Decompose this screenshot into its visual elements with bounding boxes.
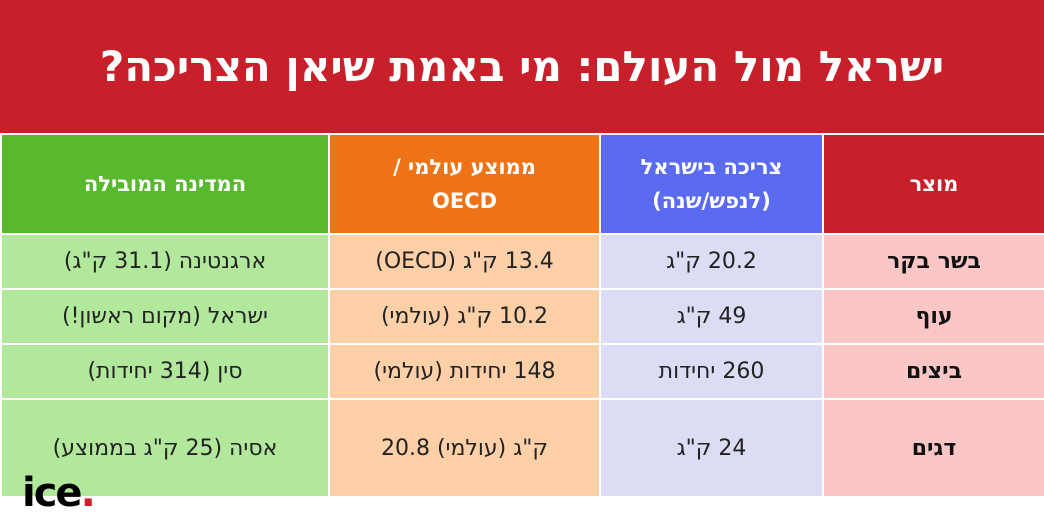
data-cell: 260 יחידות <box>601 345 822 398</box>
header-cell: ממוצע עולמי / OECD <box>330 135 599 233</box>
data-cell: אסיה (25 ק"ג בממוצע) <box>2 400 328 496</box>
data-cell: 148 יחידות (עולמי) <box>330 345 599 398</box>
logo: ice. <box>22 470 96 516</box>
data-cell: סין (314 יחידות) <box>2 345 328 398</box>
product-cell: ביצים <box>824 345 1044 398</box>
comparison-table: מוצר צריכה בישראל (לנפש/שנה) ממוצע עולמי /… <box>0 133 1044 498</box>
logo-dot: . <box>80 470 96 516</box>
table-row: עוף 49 ק"ג 10.2 ק"ג (עולמי) ישראל (מקום ראש… <box>2 290 1044 343</box>
product-cell: בשר בקר <box>824 235 1044 288</box>
data-cell: 24 ק"ג <box>601 400 822 496</box>
data-cell: 10.2 ק"ג (עולמי) <box>330 290 599 343</box>
logo-text: ice <box>22 470 83 516</box>
data-cell: 20.2 ק"ג <box>601 235 822 288</box>
table-row: דגים 24 ק"ג ק"ג (עולמי) 20.8 אסיה (25 ק"ג ב… <box>2 400 1044 496</box>
header-cell: מוצר <box>824 135 1044 233</box>
data-cell: ישראל (מקום ראשון!) <box>2 290 328 343</box>
product-cell: עוף <box>824 290 1044 343</box>
data-cell: 13.4 ק"ג (OECD) <box>330 235 599 288</box>
header-cell: המדינה המובילה <box>2 135 328 233</box>
data-cell: ק"ג (עולמי) 20.8 <box>330 400 599 496</box>
header-cell: צריכה בישראל (לנפש/שנה) <box>601 135 822 233</box>
table-row: בשר בקר 20.2 ק"ג 13.4 ק"ג (OECD) ארגנטינה (… <box>2 235 1044 288</box>
data-cell: ארגנטינה (31.1 ק"ג) <box>2 235 328 288</box>
data-cell: 49 ק"ג <box>601 290 822 343</box>
product-cell: דגים <box>824 400 1044 496</box>
table-row: ביצים 260 יחידות 148 יחידות (עולמי) סין (31… <box>2 345 1044 398</box>
table-body: בשר בקר 20.2 ק"ג 13.4 ק"ג (OECD) ארגנטינה (… <box>2 235 1044 496</box>
header-row: מוצר צריכה בישראל (לנפש/שנה) ממוצע עולמי /… <box>2 135 1044 233</box>
title: ישראל מול העולם: מי באמת שיאן הצריכה? <box>0 0 1044 133</box>
